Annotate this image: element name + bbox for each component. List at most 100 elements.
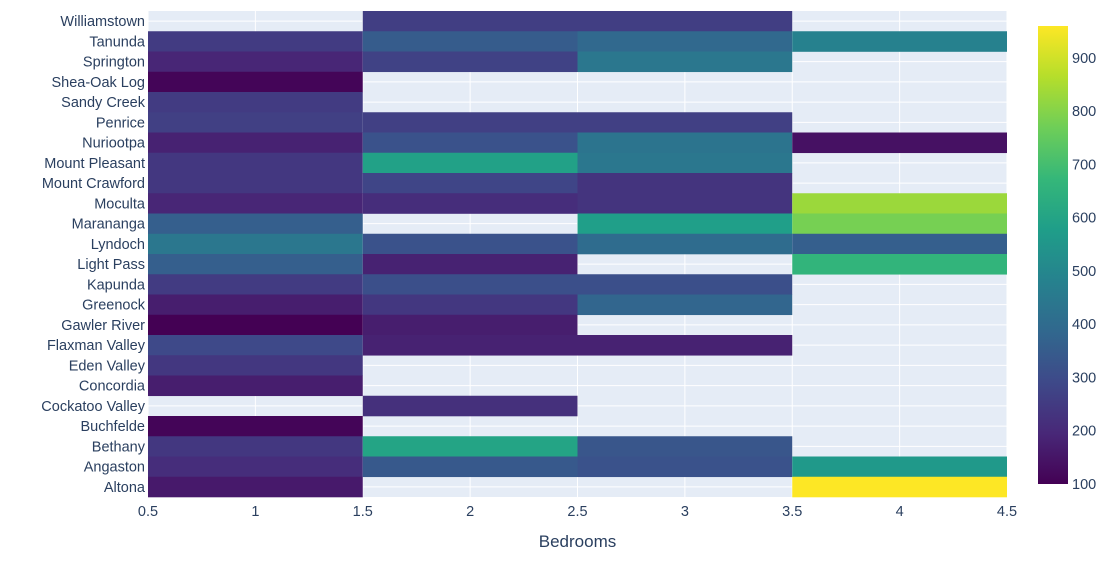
colorbar-tick-label: 500: [1072, 264, 1096, 280]
heatmap-cell: [362, 11, 578, 32]
colorbar-tick-label: 200: [1072, 424, 1096, 440]
heatmap-cell: [362, 274, 578, 295]
heatmap-cell: [792, 456, 1007, 478]
heatmap-cell: [148, 112, 363, 133]
heatmap-cell: [362, 395, 578, 417]
y-tick-label: Altona: [104, 480, 146, 496]
heatmap-cell: [148, 51, 363, 73]
heatmap-cell: [792, 476, 1007, 498]
heatmap-cell: [577, 51, 793, 73]
colorbar-tick-label: 600: [1072, 211, 1096, 227]
heatmap-cell: [577, 173, 793, 194]
heatmap-cell: [577, 294, 793, 316]
heatmap-cell: [148, 152, 363, 174]
colorbar: 100 200 300 400 500 600 700 800 900: [1038, 26, 1096, 493]
heatmap-cell: [362, 112, 578, 133]
heatmap-cell: [148, 254, 363, 275]
y-tick-label: Light Pass: [77, 257, 145, 273]
heatmap-cell: [577, 132, 793, 154]
heatmap-cell: [792, 193, 1007, 214]
y-tick-label: Kapunda: [87, 277, 146, 293]
y-tick-label: Moculta: [94, 196, 146, 212]
heatmap-cell: [577, 436, 793, 457]
y-tick-label: Nuriootpa: [82, 136, 146, 152]
heatmap-cell: [792, 132, 1007, 154]
heatmap-cell: [577, 456, 793, 478]
heatmap-cell: [577, 152, 793, 174]
x-tick-label: 1: [251, 504, 259, 520]
y-tick-labels: Williamstown Tanunda Springton Shea-Oak Log…: [41, 14, 146, 496]
heatmap-cell: [362, 254, 578, 275]
colorbar-tick-label: 100: [1072, 477, 1096, 493]
heatmap-cell: [577, 11, 793, 32]
y-tick-label: Tanunda: [89, 34, 146, 50]
heatmap-cell: [148, 71, 363, 93]
x-tick-label: 4: [896, 504, 904, 520]
x-tick-labels: 0.5 1 1.5 2 2.5 3 3.5 4 4.5: [138, 504, 1017, 520]
heatmap-cell: [362, 132, 578, 154]
y-tick-label: Angaston: [84, 460, 145, 476]
y-tick-label: Greenock: [82, 298, 146, 314]
colorbar-gradient: [1038, 26, 1068, 484]
heatmap-cell: [148, 476, 363, 498]
y-tick-label: Lyndoch: [91, 237, 145, 253]
y-tick-label: Williamstown: [60, 14, 145, 30]
heatmap-cell: [362, 314, 578, 336]
x-tick-label: 1.5: [353, 504, 373, 520]
heatmap-cell: [577, 193, 793, 214]
colorbar-tick-label: 400: [1072, 317, 1096, 333]
y-tick-label: Mount Crawford: [42, 176, 145, 192]
heatmap-cell: [148, 92, 363, 113]
heatmap-cell: [362, 335, 578, 356]
heatmap-cell: [362, 173, 578, 194]
heatmap-cell: [577, 335, 793, 356]
heatmap-cell: [148, 173, 363, 194]
heatmap-cell: [148, 233, 363, 255]
x-axis-label: Bedrooms: [539, 532, 616, 551]
y-tick-label: Shea-Oak Log: [51, 75, 145, 91]
heatmap-cell: [362, 294, 578, 316]
x-tick-label: 4.5: [997, 504, 1017, 520]
heatmap-cell: [148, 132, 363, 154]
y-tick-label: Mount Pleasant: [44, 156, 145, 172]
heatmap-cell: [148, 213, 363, 235]
heatmap-cells: [148, 11, 1007, 498]
y-tick-label: Buchfelde: [81, 419, 146, 435]
heatmap-cell: [148, 193, 363, 214]
heatmap-cell: [148, 375, 363, 397]
y-tick-label: Flaxman Valley: [47, 338, 146, 354]
heatmap-cell: [792, 213, 1007, 235]
heatmap-cell: [148, 294, 363, 316]
heatmap-cell: [362, 436, 578, 457]
colorbar-tick-label: 700: [1072, 157, 1096, 173]
heatmap-cell: [148, 335, 363, 356]
y-tick-label: Bethany: [92, 439, 146, 455]
heatmap-cell: [362, 51, 578, 73]
y-tick-label: Sandy Creek: [61, 95, 146, 111]
y-tick-label: Concordia: [79, 379, 146, 395]
heatmap-cell: [792, 31, 1007, 52]
y-tick-label: Gawler River: [61, 318, 145, 334]
heatmap-cell: [148, 274, 363, 295]
heatmap-cell: [148, 436, 363, 457]
heatmap-cell: [148, 31, 363, 52]
heatmap-cell: [577, 274, 793, 295]
heatmap-cell: [362, 31, 578, 52]
heatmap-cell: [362, 152, 578, 174]
colorbar-tick-labels: 100 200 300 400 500 600 700 800 900: [1072, 51, 1096, 493]
y-tick-label: Penrice: [96, 115, 145, 131]
y-tick-label: Eden Valley: [69, 358, 146, 374]
x-tick-label: 0.5: [138, 504, 158, 520]
heatmap-cell: [362, 233, 578, 255]
y-tick-label: Marananga: [72, 217, 146, 233]
heatmap-cell: [362, 456, 578, 478]
x-tick-label: 3: [681, 504, 689, 520]
heatmap-cell: [148, 416, 363, 437]
x-tick-label: 2.5: [567, 504, 587, 520]
heatmap-cell: [577, 112, 793, 133]
heatmap-cell: [148, 355, 363, 376]
y-tick-label: Springton: [83, 55, 145, 71]
heatmap-cell: [577, 233, 793, 255]
